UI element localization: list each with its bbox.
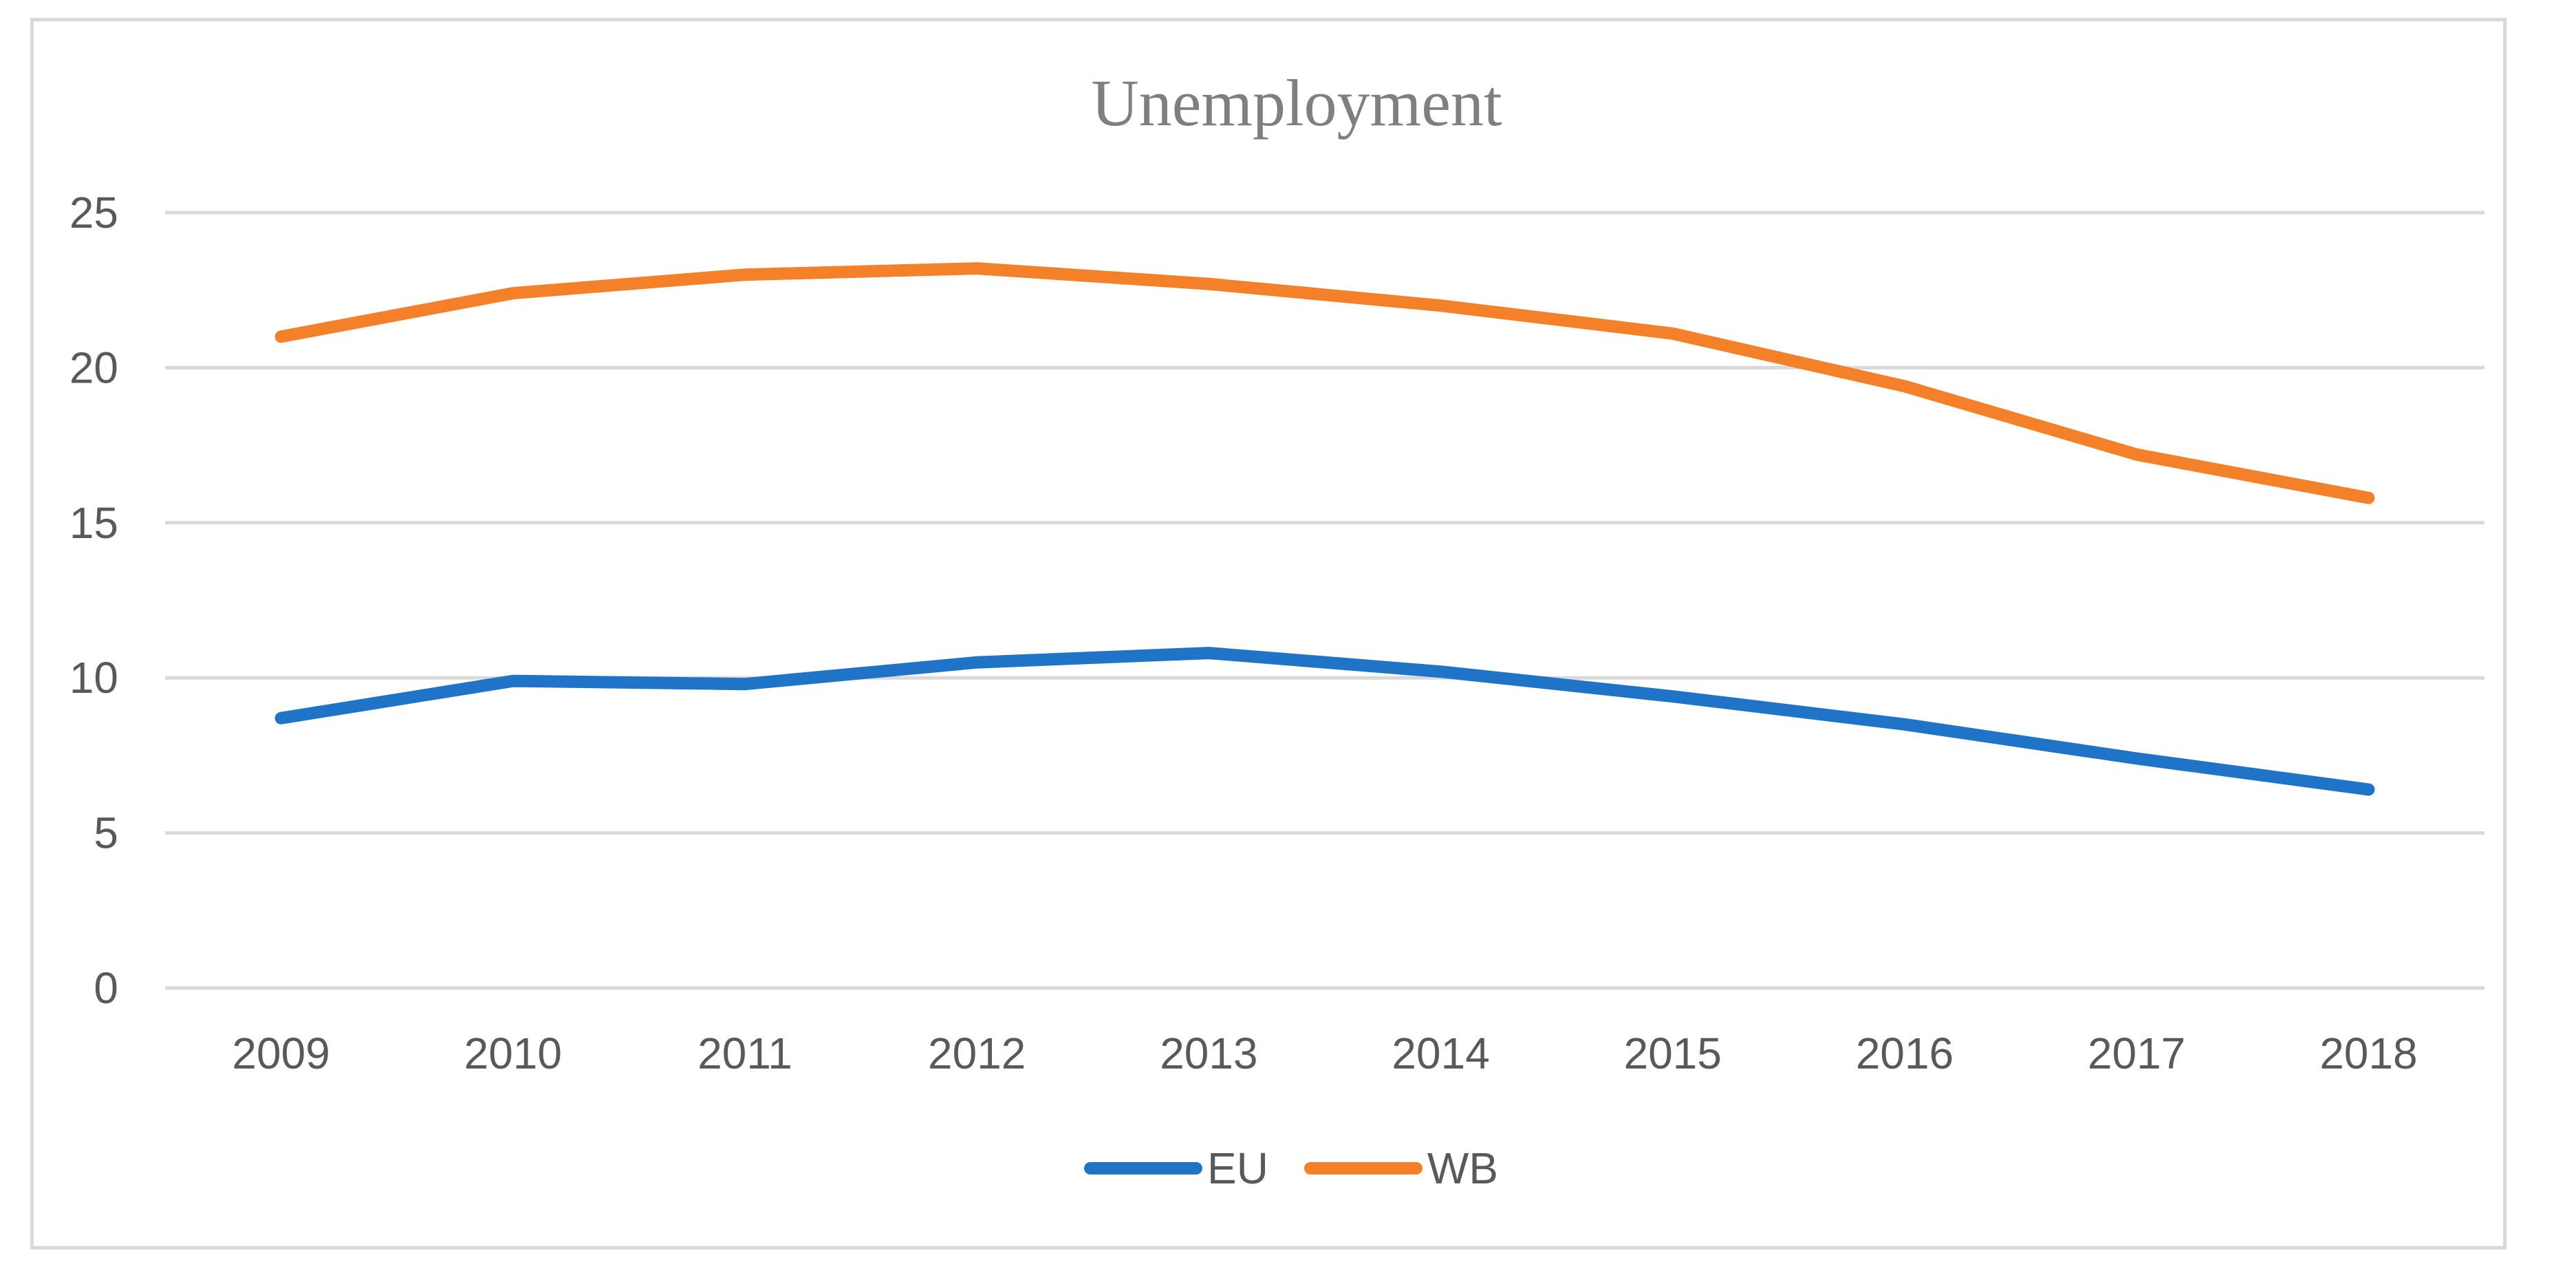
series-line-wb: [274, 262, 2375, 504]
y-tick-label: 15: [69, 498, 118, 548]
chart-title: Unemployment: [1091, 66, 1502, 140]
legend-label-wb: WB: [1427, 1144, 1498, 1193]
x-tick-label: 2017: [2088, 1029, 2185, 1078]
legend: EU WB: [1084, 1144, 1498, 1193]
x-tick-label: 2018: [2319, 1029, 2417, 1078]
legend-label-eu: EU: [1207, 1144, 1268, 1193]
y-tick-label: 20: [69, 343, 118, 392]
x-tick-label: 2013: [1160, 1029, 1257, 1078]
chart-frame: [30, 18, 2507, 1249]
x-tick-label: 2012: [928, 1029, 1026, 1078]
y-tick-label: 0: [94, 963, 118, 1013]
x-tick-label: 2011: [697, 1029, 792, 1078]
x-tick-label: 2009: [232, 1029, 329, 1078]
x-tick-label: 2010: [464, 1029, 562, 1078]
x-tick-label: 2016: [1856, 1029, 1953, 1078]
y-tick-label: 25: [69, 188, 118, 237]
series-line-eu: [274, 647, 2375, 796]
y-axis-tick-labels: 0 5 10 15 20 25: [69, 188, 118, 1013]
x-tick-label: 2014: [1392, 1029, 1489, 1078]
grid-lines: [165, 211, 2485, 990]
x-axis-tick-labels: 2009 2010 2011 2012 2013 2014 2015 2016 2017 2018: [232, 1029, 2417, 1078]
x-tick-label: 2015: [1624, 1029, 1722, 1078]
series-lines: [274, 262, 2375, 796]
y-tick-label: 10: [69, 653, 118, 702]
y-tick-label: 5: [94, 808, 118, 858]
